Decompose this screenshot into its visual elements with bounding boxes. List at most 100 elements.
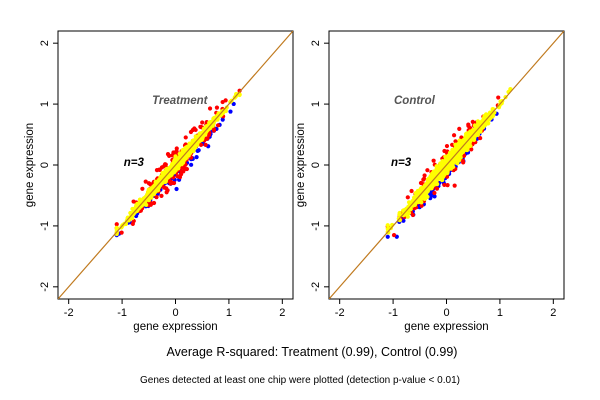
data-point (425, 183, 430, 189)
data-point (135, 207, 140, 212)
data-point (432, 194, 437, 199)
data-point (444, 143, 450, 149)
data-point (496, 95, 501, 100)
data-point (421, 177, 426, 182)
data-point (171, 180, 177, 186)
data-point (445, 183, 450, 188)
data-point (460, 158, 466, 163)
data-point (188, 129, 194, 135)
data-point (478, 127, 484, 132)
data-point (468, 139, 473, 144)
data-point (157, 167, 162, 172)
data-point (450, 142, 455, 147)
data-point (465, 146, 470, 151)
data-point (165, 152, 171, 157)
data-point (203, 142, 208, 147)
data-point (432, 190, 437, 196)
data-point (211, 128, 217, 133)
data-point (231, 101, 236, 107)
data-point (143, 179, 148, 184)
data-point (391, 232, 397, 238)
data-point (455, 161, 460, 166)
y-tick-label: 1 (39, 101, 51, 107)
x-tick-label: 1 (226, 307, 232, 319)
data-point (148, 182, 153, 187)
x-tick-label: -1 (388, 307, 398, 319)
data-point (435, 181, 440, 187)
data-point (220, 117, 225, 122)
data-point (196, 148, 201, 153)
data-point (438, 162, 443, 168)
y-tick-label: -2 (310, 282, 322, 292)
data-point (410, 212, 416, 218)
data-point (457, 138, 462, 143)
data-point (170, 153, 175, 158)
data-point (431, 158, 436, 163)
data-point (137, 197, 143, 202)
data-point (198, 142, 204, 147)
y-tick-label: -1 (39, 221, 51, 231)
data-point (186, 153, 191, 158)
data-point (204, 124, 209, 129)
y-tick-label: 1 (310, 101, 322, 107)
data-point (456, 156, 461, 161)
data-point (114, 225, 119, 230)
data-point (130, 216, 135, 221)
data-point (180, 148, 185, 154)
data-point (385, 226, 390, 231)
data-point (159, 193, 164, 198)
data-point (163, 162, 168, 167)
treatment-panel: -2 -1 0 1 2 -2 -1 0 1 2 gene expression gene expres… (24, 30, 294, 333)
x-axis-label: gene expression (133, 321, 217, 333)
x-tick-label: 2 (279, 307, 285, 319)
data-point (194, 155, 199, 160)
reference-diagonal-line (58, 31, 293, 299)
data-point (148, 202, 153, 207)
data-point (385, 223, 390, 228)
data-point (411, 195, 417, 200)
data-point (189, 162, 194, 167)
y-tick-label: 2 (310, 40, 322, 46)
data-point (203, 132, 208, 137)
data-point (174, 186, 179, 192)
reference-diagonal-line (329, 31, 564, 299)
x-axis-label: gene expression (404, 321, 488, 333)
data-point (422, 173, 427, 178)
x-tick-label: 0 (172, 307, 178, 319)
x-tick-label: 2 (550, 307, 556, 319)
data-point (462, 148, 467, 153)
data-point (215, 123, 221, 128)
x-tick-label: -1 (117, 307, 127, 319)
figure-footnote: Genes detected at least one chip were pl… (140, 375, 460, 386)
data-point (228, 109, 233, 114)
data-point (179, 169, 184, 174)
data-point (421, 193, 426, 198)
data-point (430, 171, 435, 176)
data-point (119, 230, 124, 235)
data-point (184, 144, 190, 149)
data-point (406, 210, 412, 216)
data-point (237, 88, 242, 93)
data-point (405, 214, 410, 219)
data-point (465, 134, 470, 139)
data-point (457, 126, 462, 131)
y-tick-label: -2 (39, 282, 51, 292)
data-point (476, 122, 481, 127)
data-point (442, 168, 447, 174)
y-tick-label: 2 (39, 40, 51, 46)
x-tick-label: -2 (64, 307, 74, 319)
data-point (470, 119, 475, 124)
data-point (198, 124, 203, 129)
data-point (469, 147, 474, 152)
data-point (187, 141, 192, 146)
data-point (486, 121, 491, 126)
y-axis-label: gene expression (24, 123, 36, 207)
data-point (428, 194, 433, 199)
data-point (140, 186, 145, 191)
data-point (154, 195, 159, 200)
data-point (405, 195, 410, 200)
data-point (183, 166, 188, 172)
sample-count-annotation: n=3 (124, 157, 145, 169)
data-point (442, 182, 447, 188)
data-point (422, 196, 427, 202)
